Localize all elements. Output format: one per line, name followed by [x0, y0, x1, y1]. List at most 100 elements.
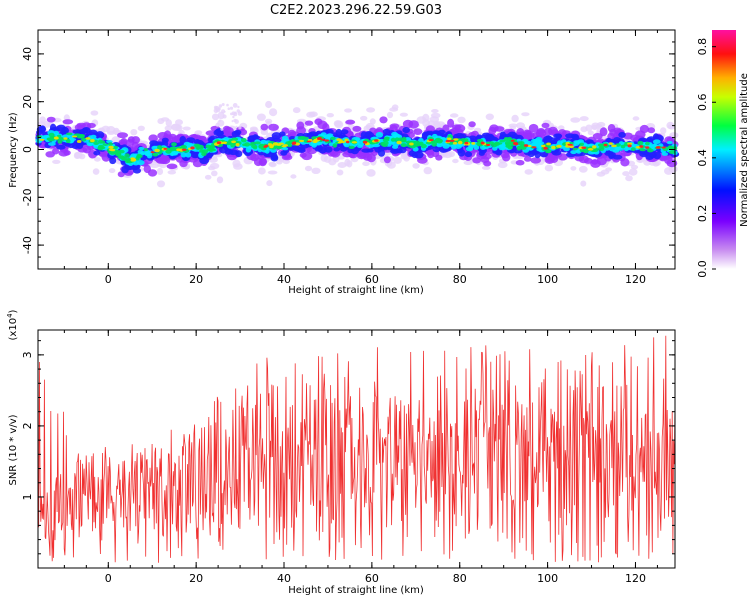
spectrogram-cell [154, 148, 160, 153]
spectrogram-cell [579, 116, 589, 122]
spectrogram-cell [544, 164, 554, 172]
spectrogram-cell [383, 156, 391, 164]
spectrogram-cell [625, 175, 633, 182]
snr-y-scale-label: (x10 [8, 318, 19, 341]
spectrogram-cell [647, 127, 656, 134]
spectrogram-cell [115, 150, 121, 154]
spectrogram-cell [382, 128, 391, 134]
snr-x-tick-label: 40 [277, 572, 291, 585]
spectrogram-cell [218, 119, 222, 123]
spectrogram-cell [516, 138, 522, 142]
spectrogram-cell [44, 120, 51, 128]
spectrogram-cell [352, 125, 362, 132]
spectrogram-cell [608, 146, 617, 152]
spectrogram-cell [453, 138, 459, 141]
spectrogram-cell [574, 141, 580, 146]
spectrogram-cell [464, 141, 469, 145]
spectrogram-cell [280, 150, 288, 156]
spectrogram-cell [362, 140, 368, 144]
spectrogram-cell [599, 127, 608, 137]
spectrogram-cell [497, 161, 508, 169]
spectrogram-cell [231, 137, 238, 141]
spectrogram-cell [555, 133, 562, 140]
spectrogram-cell [74, 151, 83, 159]
spectrogram-cell [579, 142, 584, 146]
spectrogram-cell [630, 134, 641, 142]
spectrogram-cell [332, 143, 338, 148]
spectrogram-cell [268, 162, 277, 168]
spectrogram-y-tick-label: -20 [21, 188, 34, 206]
spectrogram-cell [637, 140, 644, 146]
spectrogram-cell [57, 139, 63, 144]
spectrogram-cell [498, 144, 505, 151]
spectrogram-cell [98, 139, 103, 144]
spectrogram-cell [236, 109, 240, 113]
spectrogram-cell [409, 142, 414, 146]
spectrogram-x-tick-label: 120 [625, 273, 646, 286]
spectrogram-cell [48, 132, 55, 138]
spectrogram-cell [205, 144, 212, 149]
spectrogram-cell [390, 137, 396, 142]
spectrogram-cell [296, 121, 305, 130]
spectrogram-cell [222, 141, 227, 144]
spectrogram-cell [476, 141, 482, 146]
spectrogram-cell [276, 145, 282, 150]
spectrogram-cell [309, 111, 318, 117]
spectrogram-cell [222, 114, 227, 119]
spectrogram-cell [572, 147, 578, 151]
spectrogram-cell [72, 129, 82, 134]
spectrogram-cell [215, 122, 220, 127]
spectrogram-cell [414, 140, 420, 144]
snr-y-scale-suffix: ) [8, 309, 19, 313]
spectrogram-x-tick-label: 20 [189, 273, 203, 286]
spectrogram-cell [90, 139, 95, 143]
spectrogram-cell [652, 139, 661, 144]
spectrogram-cell [213, 129, 223, 137]
spectrogram-cell [292, 107, 301, 114]
spectrogram-cell [260, 123, 269, 131]
spectrogram-cell [231, 140, 237, 144]
spectrogram-cell [386, 161, 396, 169]
spectrogram-cell [428, 138, 434, 142]
spectrogram-cell [320, 138, 326, 141]
spectrogram-cell [242, 143, 248, 146]
spectrogram-cell [541, 144, 546, 148]
spectrogram-cell [86, 122, 96, 129]
spectrogram-cell [304, 120, 314, 126]
spectrogram-cell [71, 135, 78, 138]
colorbar-tick-label: 0.8 [696, 38, 709, 56]
spectrogram-cell [521, 112, 530, 117]
spectrogram-x-tick-label: 40 [277, 273, 291, 286]
spectrogram-cell [148, 134, 158, 142]
spectrogram-cell [608, 142, 613, 145]
spectrogram-cell [268, 123, 279, 131]
spectrogram-cell [348, 145, 355, 149]
spectrogram-cell [360, 131, 367, 139]
spectrogram-cell [39, 116, 46, 124]
spectrogram-cell [524, 169, 533, 175]
spectrogram-cell [533, 138, 541, 144]
spectrogram-cell [109, 157, 117, 165]
spectrogram-cell [56, 144, 66, 150]
spectrogram-cell [570, 117, 581, 123]
spectrogram-cell [235, 143, 240, 147]
spectrogram-cell [622, 171, 630, 177]
spectrogram-cell [337, 141, 343, 144]
spectrogram-cell [345, 119, 356, 125]
spectrogram-y-tick-label: 0 [21, 146, 34, 153]
spectrogram-cell [39, 125, 46, 133]
spectrogram-cell [144, 152, 152, 157]
spectrogram-cell [260, 129, 268, 136]
spectrogram-cell [414, 151, 424, 159]
spectrogram-cell [286, 144, 293, 148]
spectrogram-cell [499, 139, 506, 143]
spectrogram-cell [175, 124, 183, 132]
spectrogram-cell [313, 139, 318, 143]
spectrogram-cell [391, 131, 398, 137]
spectrogram-cell [336, 169, 344, 176]
spectrogram-cell [570, 166, 577, 171]
spectrogram-marks [35, 100, 680, 188]
spectrogram-cell [507, 145, 513, 150]
spectrogram-cell [336, 138, 342, 141]
